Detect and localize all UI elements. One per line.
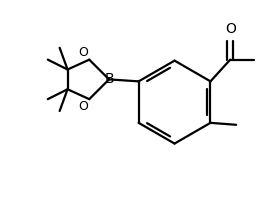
Text: O: O xyxy=(225,22,236,36)
Text: O: O xyxy=(78,100,88,113)
Text: O: O xyxy=(78,46,88,59)
Text: B: B xyxy=(104,72,114,86)
